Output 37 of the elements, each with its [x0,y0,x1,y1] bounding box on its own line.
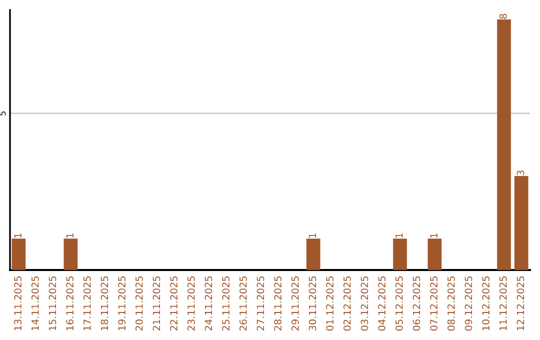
data-label: 1 [14,233,22,238]
x-tick-label: 25.11.2025 [222,276,230,331]
x-tick-label: 13.11.2025 [14,276,22,330]
data-label: 1 [308,233,316,238]
x-tick-label: 28.11.2025 [274,276,282,331]
x-tick-label: 20.11.2025 [135,276,143,331]
x-tick-label: 15.11.2025 [48,276,56,330]
x-tick-label: 23.11.2025 [187,276,195,331]
data-label: 1 [430,233,438,238]
x-tick-label: 12.12.2025 [516,276,524,330]
data-label: 1 [66,233,74,238]
x-tick-label: 04.12.2025 [378,276,386,331]
x-tick-label: 05.12.2025 [395,276,403,331]
x-tick-label: 03.12.2025 [360,276,368,331]
x-tick-label: 06.12.2025 [412,276,420,331]
x-tick-label: 07.12.2025 [430,276,438,331]
x-tick-label: 30.11.2025 [308,276,316,330]
x-tick-label: 08.12.2025 [447,276,455,331]
x-tick-label: 17.11.2025 [83,276,91,330]
x-tick-label: 01.12.2025 [326,276,334,331]
x-tick-label: 10.12.2025 [482,276,490,330]
x-tick-label: 02.12.2025 [343,276,351,331]
x-tick-label: 14.11.2025 [31,276,39,330]
x-tick-label: 18.11.2025 [100,276,108,330]
x-tick-label: 21.11.2025 [152,276,160,331]
x-tick-label: 22.11.2025 [170,276,178,331]
x-tick-label: 09.12.2025 [464,276,472,331]
x-tick-label: 11.12.2025 [499,276,507,330]
data-label: 8 [499,14,507,19]
x-tick-label: 29.11.2025 [291,276,299,331]
data-label: 3 [516,170,524,176]
x-tick-label: 26.11.2025 [239,276,247,331]
x-tick-label: 16.11.2025 [66,276,74,330]
data-label: 1 [396,233,403,238]
x-tick-label: 27.11.2025 [256,276,264,331]
x-tick-label: 24.11.2025 [204,276,212,331]
x-tick-label: 19.11.2025 [118,276,126,330]
